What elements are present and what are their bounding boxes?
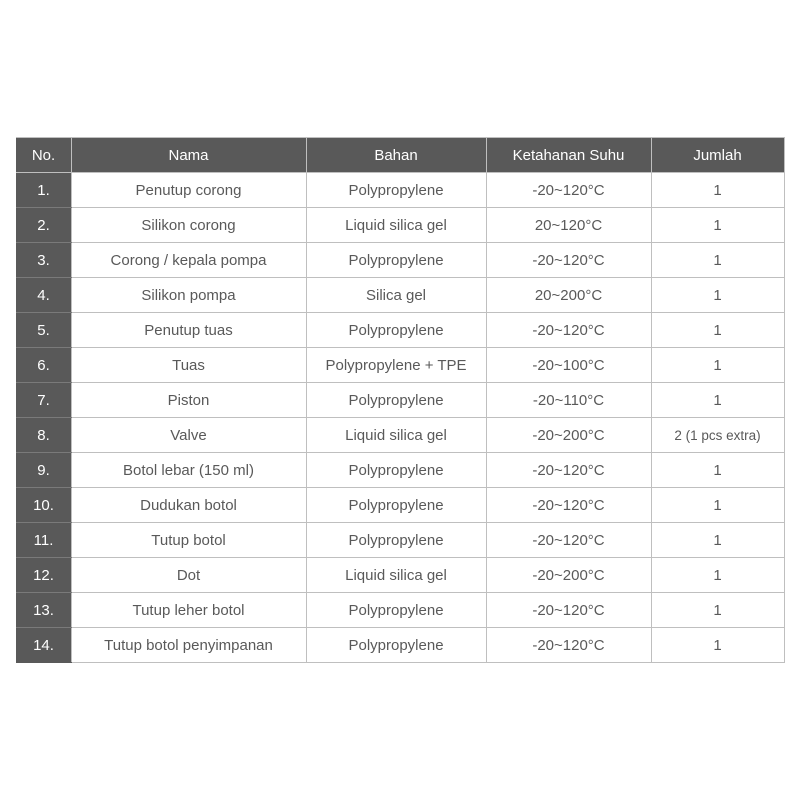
- cell-bahan: Polypropylene: [306, 593, 486, 628]
- cell-suhu: -20~120°C: [486, 313, 651, 348]
- cell-no: 12.: [16, 558, 71, 593]
- header-suhu: Ketahanan Suhu: [486, 138, 651, 173]
- table-row: 13.Tutup leher botolPolypropylene-20~120…: [16, 593, 784, 628]
- cell-jumlah: 1: [651, 348, 784, 383]
- cell-no: 7.: [16, 383, 71, 418]
- cell-jumlah: 2 (1 pcs extra): [651, 418, 784, 453]
- cell-no: 13.: [16, 593, 71, 628]
- cell-suhu: -20~120°C: [486, 523, 651, 558]
- header-no: No.: [16, 138, 71, 173]
- header-row: No. Nama Bahan Ketahanan Suhu Jumlah: [16, 138, 784, 173]
- cell-nama: Penutup tuas: [71, 313, 306, 348]
- table-row: 1.Penutup corongPolypropylene-20~120°C1: [16, 173, 784, 208]
- cell-no: 3.: [16, 243, 71, 278]
- cell-bahan: Polypropylene: [306, 383, 486, 418]
- cell-suhu: -20~120°C: [486, 453, 651, 488]
- cell-suhu: -20~120°C: [486, 173, 651, 208]
- cell-no: 5.: [16, 313, 71, 348]
- cell-jumlah: 1: [651, 488, 784, 523]
- cell-suhu: -20~120°C: [486, 628, 651, 663]
- cell-bahan: Polypropylene + TPE: [306, 348, 486, 383]
- cell-nama: Silikon pompa: [71, 278, 306, 313]
- cell-bahan: Liquid silica gel: [306, 558, 486, 593]
- page-container: No. Nama Bahan Ketahanan Suhu Jumlah 1.P…: [0, 0, 800, 800]
- cell-nama: Dudukan botol: [71, 488, 306, 523]
- cell-nama: Tutup botol: [71, 523, 306, 558]
- table-row: 11.Tutup botolPolypropylene-20~120°C1: [16, 523, 784, 558]
- cell-bahan: Polypropylene: [306, 173, 486, 208]
- table-row: 10.Dudukan botolPolypropylene-20~120°C1: [16, 488, 784, 523]
- cell-suhu: -20~120°C: [486, 243, 651, 278]
- cell-jumlah: 1: [651, 593, 784, 628]
- cell-jumlah: 1: [651, 313, 784, 348]
- cell-nama: Silikon corong: [71, 208, 306, 243]
- cell-bahan: Polypropylene: [306, 488, 486, 523]
- cell-bahan: Polypropylene: [306, 523, 486, 558]
- cell-bahan: Polypropylene: [306, 628, 486, 663]
- cell-suhu: -20~200°C: [486, 558, 651, 593]
- cell-suhu: -20~100°C: [486, 348, 651, 383]
- cell-bahan: Liquid silica gel: [306, 208, 486, 243]
- cell-no: 11.: [16, 523, 71, 558]
- header-bahan: Bahan: [306, 138, 486, 173]
- table-body: 1.Penutup corongPolypropylene-20~120°C12…: [16, 173, 784, 663]
- cell-jumlah: 1: [651, 523, 784, 558]
- cell-nama: Penutup corong: [71, 173, 306, 208]
- cell-nama: Piston: [71, 383, 306, 418]
- table-row: 3.Corong / kepala pompaPolypropylene-20~…: [16, 243, 784, 278]
- header-jumlah: Jumlah: [651, 138, 784, 173]
- cell-nama: Tutup botol penyimpanan: [71, 628, 306, 663]
- table-row: 8.ValveLiquid silica gel-20~200°C2 (1 pc…: [16, 418, 784, 453]
- table-row: 6.TuasPolypropylene + TPE-20~100°C1: [16, 348, 784, 383]
- cell-nama: Corong / kepala pompa: [71, 243, 306, 278]
- table-row: 14.Tutup botol penyimpananPolypropylene-…: [16, 628, 784, 663]
- cell-no: 14.: [16, 628, 71, 663]
- cell-no: 10.: [16, 488, 71, 523]
- cell-jumlah: 1: [651, 208, 784, 243]
- cell-no: 1.: [16, 173, 71, 208]
- cell-suhu: -20~120°C: [486, 488, 651, 523]
- cell-nama: Valve: [71, 418, 306, 453]
- cell-bahan: Liquid silica gel: [306, 418, 486, 453]
- cell-nama: Dot: [71, 558, 306, 593]
- table-row: 2.Silikon corongLiquid silica gel20~120°…: [16, 208, 784, 243]
- table-head: No. Nama Bahan Ketahanan Suhu Jumlah: [16, 138, 784, 173]
- cell-no: 8.: [16, 418, 71, 453]
- cell-nama: Tutup leher botol: [71, 593, 306, 628]
- cell-no: 6.: [16, 348, 71, 383]
- cell-suhu: 20~200°C: [486, 278, 651, 313]
- cell-jumlah: 1: [651, 453, 784, 488]
- cell-bahan: Polypropylene: [306, 313, 486, 348]
- cell-suhu: -20~200°C: [486, 418, 651, 453]
- cell-nama: Botol lebar (150 ml): [71, 453, 306, 488]
- cell-suhu: 20~120°C: [486, 208, 651, 243]
- cell-no: 9.: [16, 453, 71, 488]
- table-row: 4.Silikon pompaSilica gel20~200°C1: [16, 278, 784, 313]
- cell-jumlah: 1: [651, 383, 784, 418]
- cell-jumlah: 1: [651, 558, 784, 593]
- cell-suhu: -20~120°C: [486, 593, 651, 628]
- cell-bahan: Silica gel: [306, 278, 486, 313]
- cell-bahan: Polypropylene: [306, 243, 486, 278]
- cell-no: 4.: [16, 278, 71, 313]
- parts-table: No. Nama Bahan Ketahanan Suhu Jumlah 1.P…: [16, 137, 785, 663]
- table-row: 12.DotLiquid silica gel-20~200°C1: [16, 558, 784, 593]
- cell-jumlah: 1: [651, 628, 784, 663]
- cell-bahan: Polypropylene: [306, 453, 486, 488]
- table-row: 5.Penutup tuasPolypropylene-20~120°C1: [16, 313, 784, 348]
- cell-suhu: -20~110°C: [486, 383, 651, 418]
- header-nama: Nama: [71, 138, 306, 173]
- table-row: 9.Botol lebar (150 ml)Polypropylene-20~1…: [16, 453, 784, 488]
- cell-jumlah: 1: [651, 243, 784, 278]
- cell-nama: Tuas: [71, 348, 306, 383]
- table-row: 7.PistonPolypropylene-20~110°C1: [16, 383, 784, 418]
- cell-jumlah: 1: [651, 278, 784, 313]
- cell-jumlah: 1: [651, 173, 784, 208]
- cell-no: 2.: [16, 208, 71, 243]
